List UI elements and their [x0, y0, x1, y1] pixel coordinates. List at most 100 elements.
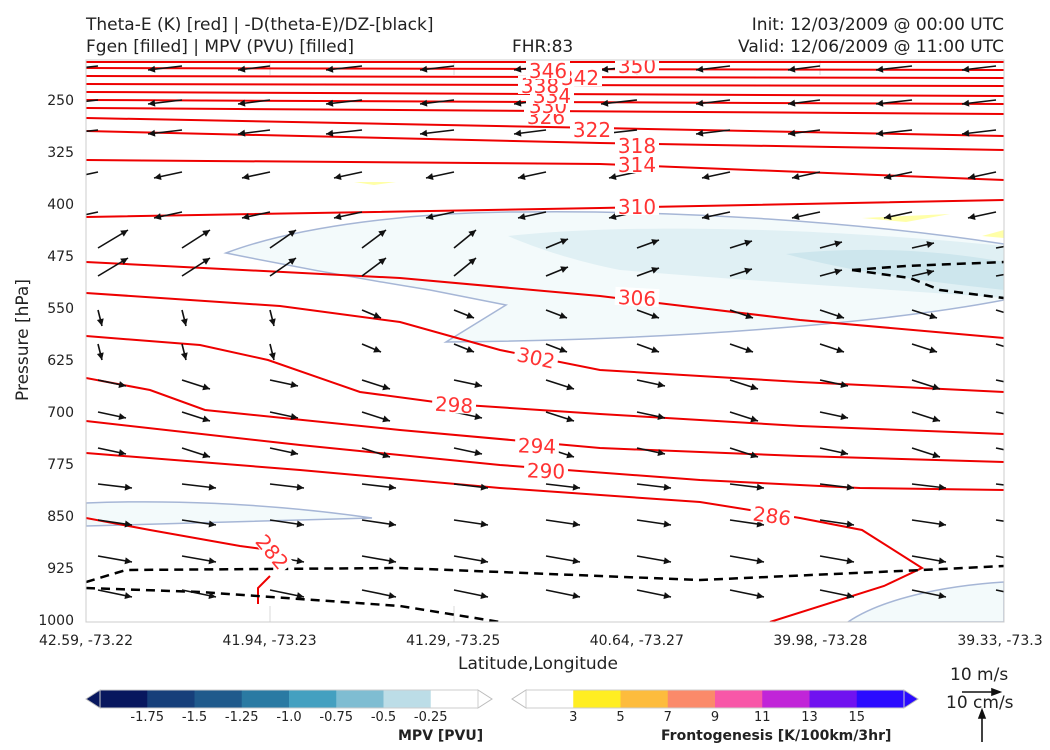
wind-vector: [86, 129, 99, 133]
colorbar-swatch: [809, 690, 858, 708]
wind-vector-head: [696, 99, 704, 107]
wind-vector-head: [426, 173, 434, 180]
wind-ref-horizontal-label: 10 m/s: [950, 665, 1009, 685]
wind-vector-head: [388, 557, 396, 565]
wind-vector-head: [480, 520, 488, 528]
header-left-line2: Fgen [filled] | MPV (PVU) [filled]: [86, 37, 355, 57]
wind-vector-head: [468, 230, 476, 238]
fgen-colorbar: [511, 689, 919, 709]
wind-vector-head: [663, 520, 671, 528]
wind-vector-head: [70, 173, 78, 180]
wind-vector-head: [962, 65, 970, 73]
colorbar-swatch: [194, 690, 243, 708]
wind-vector-head: [148, 65, 156, 73]
wind-vector-head: [657, 413, 665, 420]
wind-vector-head: [834, 240, 842, 248]
wind-ref-vertical-label: 10 cm/s: [946, 693, 1014, 713]
wind-vector-head: [202, 230, 210, 237]
wind-vector-head: [696, 65, 704, 73]
wind-vector-head: [929, 346, 937, 354]
wind-vector-head: [788, 65, 796, 73]
wind-vector-head: [834, 268, 842, 276]
colorbar-swatch: [526, 690, 574, 708]
colorbar-frame: [99, 689, 479, 709]
x-tick-label: 41.94, -73.23: [222, 633, 317, 649]
wind-vector-head: [929, 312, 937, 320]
wind-vector-field: [70, 65, 1030, 600]
wind-vector-head: [388, 592, 396, 600]
wind-vector-head: [1016, 381, 1024, 388]
wind-vector-head: [118, 381, 126, 388]
colorbar-swatch: [147, 690, 195, 708]
colorbar-extend-right: [477, 689, 493, 709]
wind-vector-head: [968, 173, 976, 180]
wind-vector: [86, 65, 99, 69]
wind-vector-head: [651, 239, 659, 246]
colorbar-extend-left: [511, 689, 527, 709]
wind-vector-head: [744, 267, 752, 275]
wind-vector-head: [663, 557, 671, 565]
wind-vector-head: [968, 213, 976, 220]
wind-vector-head: [609, 213, 617, 220]
colorbar-swatch: [430, 690, 479, 708]
wind-vector-head: [1016, 413, 1024, 420]
mpv-region-lower-right: [846, 581, 1004, 622]
contour-282: [86, 517, 271, 551]
contour-label-bg: [615, 60, 659, 74]
colorbar-extend-left: [85, 689, 101, 709]
wind-vector: [995, 589, 1004, 593]
plot-frame: [85, 59, 1005, 623]
mpv-colorbar-title: MPV [PVU]: [398, 728, 484, 744]
wind-vector-head: [745, 312, 753, 320]
colorbar-tick-label: 3: [569, 710, 578, 725]
y-tick-label: 325: [47, 144, 74, 161]
wind-vector-head: [202, 415, 210, 423]
contour-290: [86, 420, 1004, 491]
mpv-colorbar: [85, 689, 493, 709]
wind-vector-head: [876, 99, 884, 107]
wind-vector-head: [840, 413, 848, 420]
colorbar-tick-label: 5: [616, 710, 625, 725]
wind-vector-head: [382, 451, 390, 459]
colorbar-tick-label: 15: [848, 710, 866, 725]
wind-vector: [995, 245, 1004, 249]
colorbar-tick-label: 9: [710, 710, 720, 725]
wind-vector-head: [884, 173, 892, 180]
header-forecast-hour: FHR:83: [512, 37, 574, 57]
wind-vector-head: [876, 65, 884, 73]
wind-vector-head: [1023, 484, 1030, 491]
fgen-colorbar-title: Frontogenesis [K/100km/3hr]: [661, 728, 892, 744]
wind-vector-head: [572, 483, 580, 491]
y-tick-label: 775: [47, 456, 74, 473]
wind-vector-head: [884, 213, 892, 220]
x-tick-label: 39.98, -73.28: [773, 633, 868, 649]
wind-vector-head: [788, 129, 796, 137]
wind-vector-head: [202, 383, 210, 391]
contour-label-bg: [615, 155, 659, 173]
wind-vector-head: [750, 415, 758, 423]
contour-label-bg: [431, 393, 477, 415]
contour-318: [86, 130, 1004, 151]
wind-vector-head: [566, 383, 574, 391]
y-tick-label: 1000: [38, 613, 74, 629]
mpv-region-lower-left: [86, 501, 373, 527]
wind-vector-head: [566, 451, 574, 459]
wind-vector-head: [1010, 270, 1018, 277]
wind-vector-head: [96, 352, 104, 360]
y-tick-label: 550: [47, 300, 74, 317]
contour-label-bg: [512, 343, 560, 371]
wind-vector-head: [926, 269, 934, 276]
wind-vector-head: [792, 173, 800, 180]
wind-vector-head: [962, 129, 970, 137]
colorbar-tick-label: -1.75: [130, 710, 165, 725]
wind-vector-head: [290, 449, 298, 456]
contour-286: [86, 452, 925, 622]
x-tick-label: 42.59, -73.22: [38, 633, 134, 649]
colorbar-tick-label: -1.0: [276, 710, 302, 725]
wind-vector-head: [657, 449, 665, 456]
contour-label-314: 314: [618, 153, 656, 177]
wind-vector-head: [296, 520, 304, 528]
y-tick-label: 850: [47, 508, 74, 525]
contour-label-bg: [518, 76, 562, 94]
y-tick-label: 700: [47, 404, 74, 421]
